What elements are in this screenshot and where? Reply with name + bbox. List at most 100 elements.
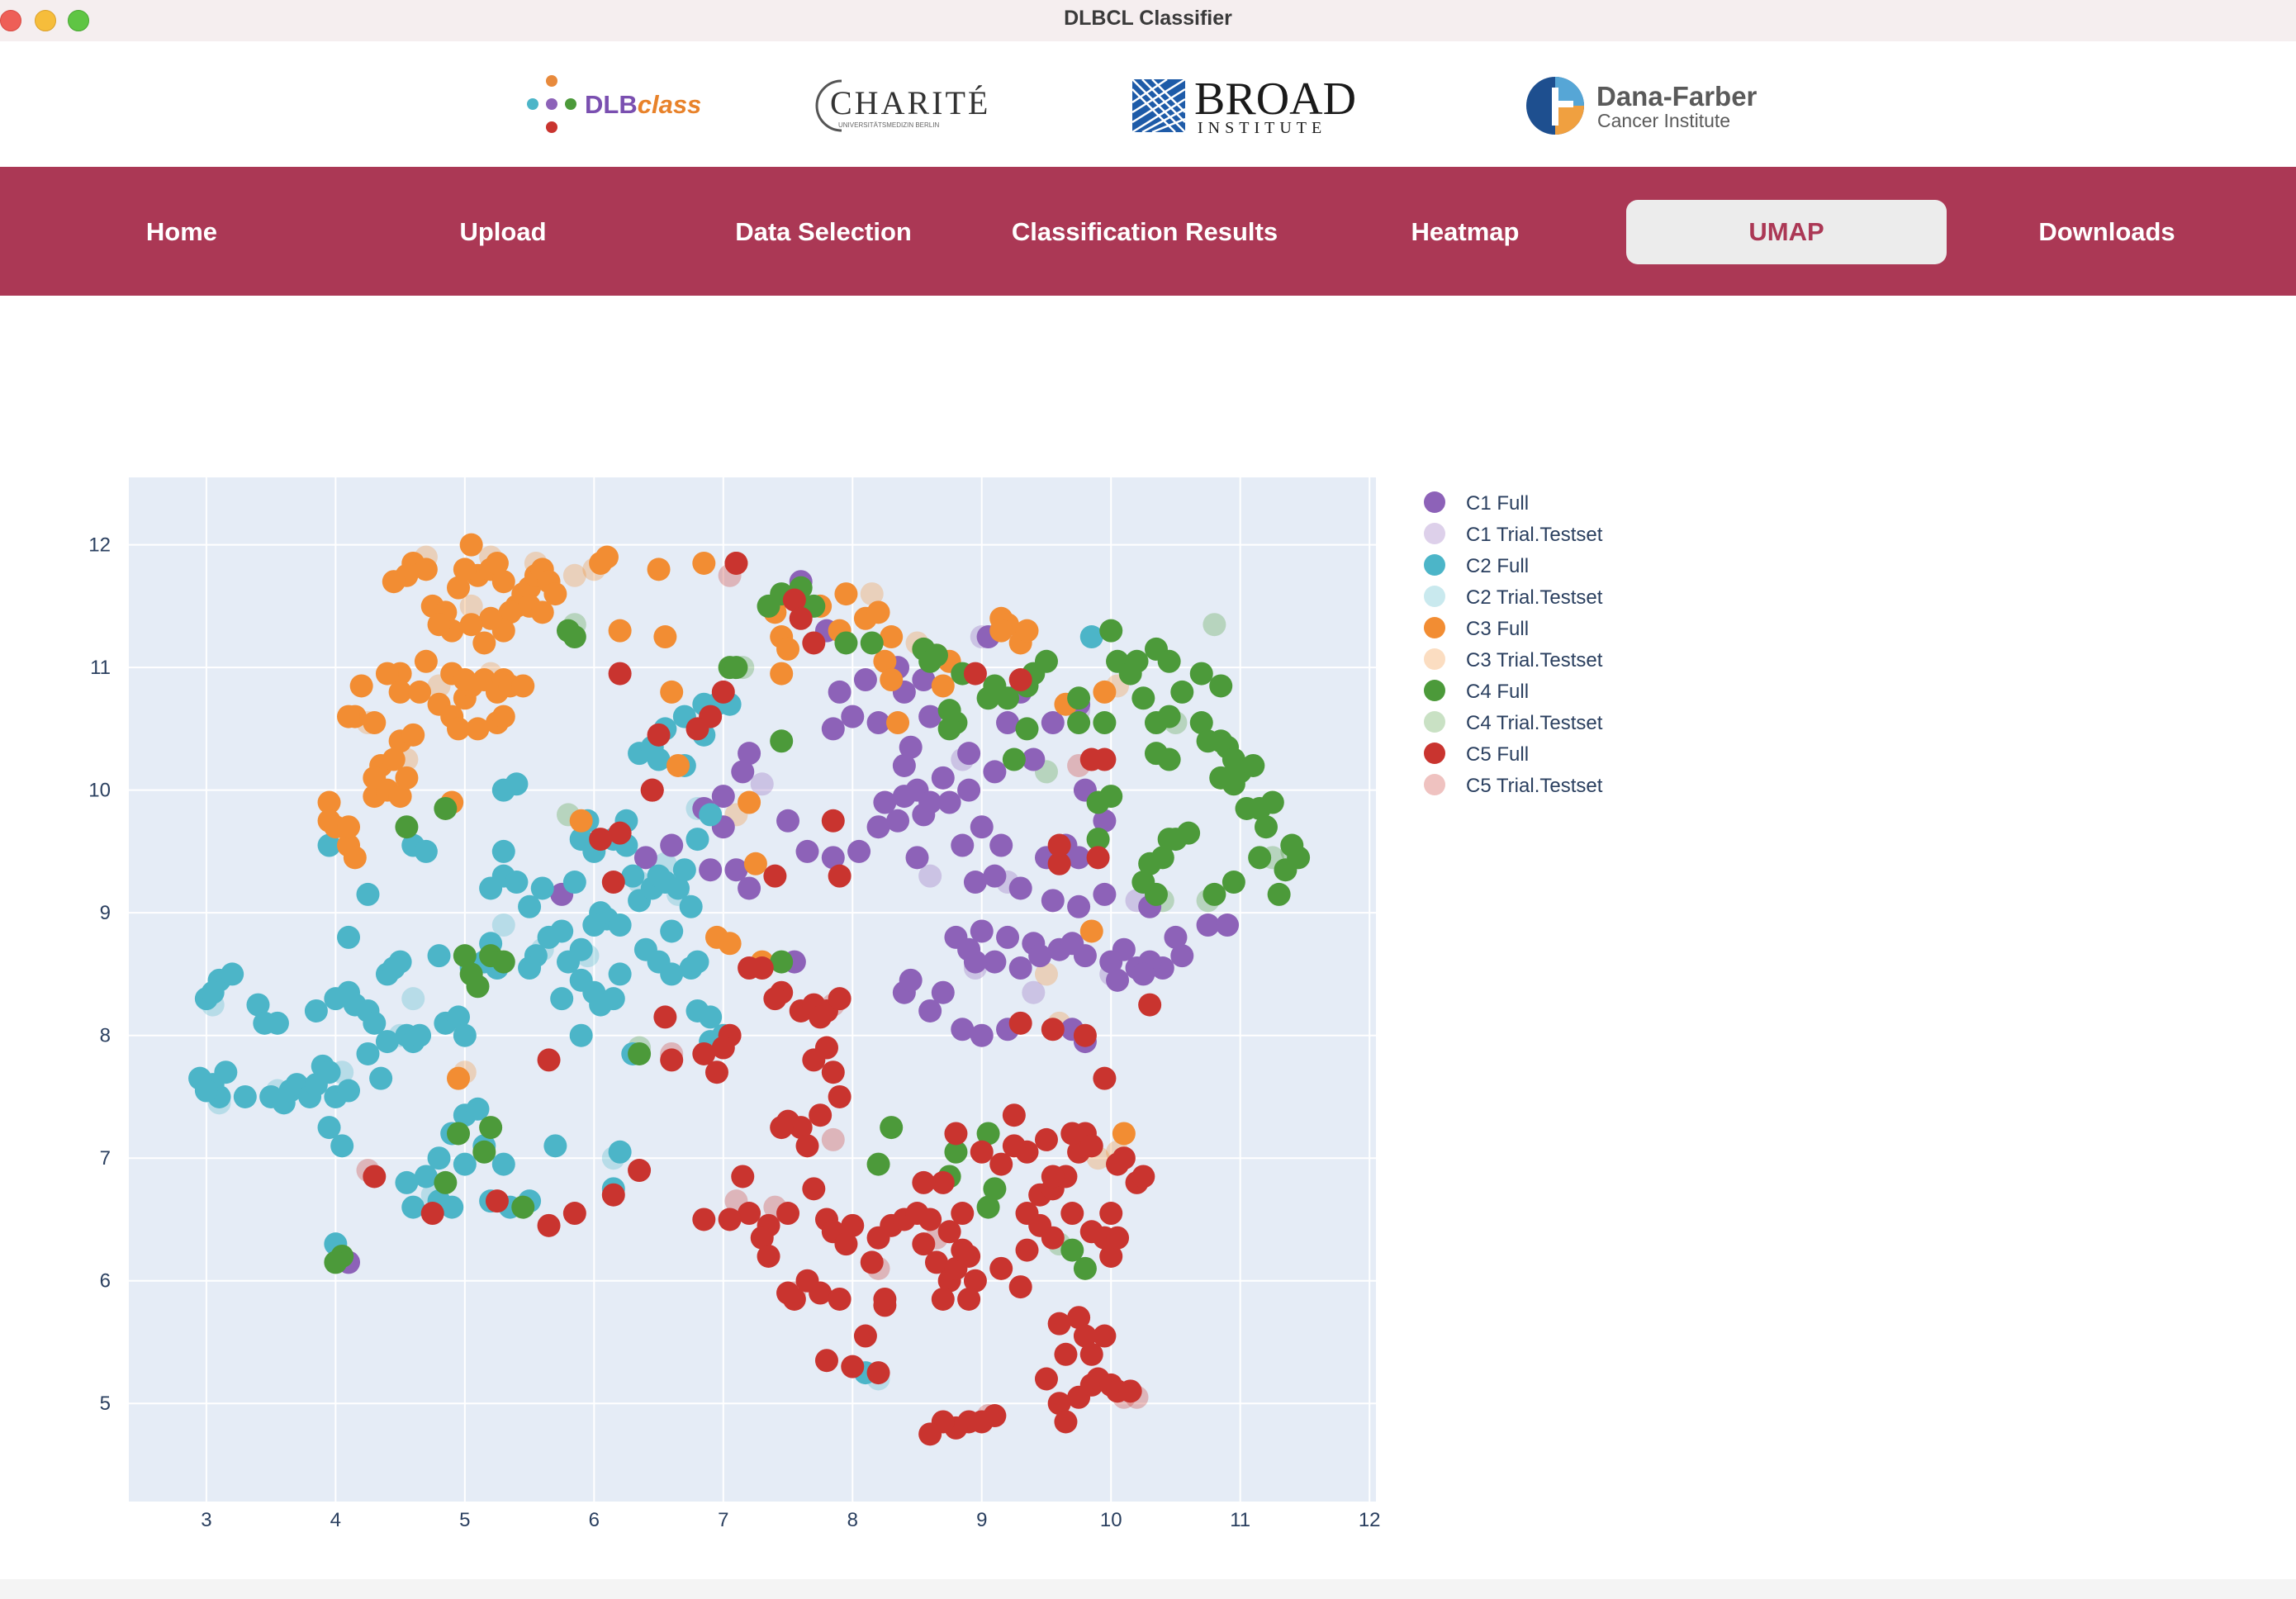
data-point[interactable] [957, 778, 981, 802]
data-point[interactable] [1150, 846, 1174, 870]
data-point[interactable] [356, 882, 380, 906]
data-point[interactable] [931, 1287, 955, 1311]
data-point[interactable] [1067, 711, 1091, 735]
data-point[interactable] [944, 1140, 968, 1164]
data-point[interactable] [834, 582, 858, 606]
data-point[interactable] [1106, 1226, 1130, 1250]
data-point[interactable] [221, 962, 244, 986]
data-point[interactable] [1079, 919, 1103, 943]
data-point[interactable] [1067, 686, 1091, 710]
data-point[interactable] [963, 662, 987, 686]
data-point[interactable] [1002, 747, 1026, 771]
data-point[interactable] [498, 600, 522, 624]
data-point[interactable] [996, 686, 1020, 710]
data-point[interactable] [1060, 1238, 1084, 1262]
data-point[interactable] [912, 1232, 936, 1256]
data-point[interactable] [550, 987, 574, 1011]
data-point[interactable] [724, 656, 748, 680]
data-point[interactable] [330, 1134, 354, 1158]
data-point[interactable] [453, 1152, 477, 1176]
data-point[interactable] [447, 717, 471, 741]
data-point[interactable] [1079, 1134, 1103, 1158]
data-point[interactable] [1216, 913, 1240, 937]
data-point[interactable] [841, 705, 865, 728]
data-point[interactable] [491, 1152, 515, 1176]
data-point[interactable] [809, 1005, 833, 1029]
data-point[interactable] [951, 1238, 975, 1262]
data-point[interactable] [349, 674, 373, 698]
data-point[interactable] [537, 1213, 561, 1237]
data-point[interactable] [738, 742, 761, 766]
data-point[interactable] [667, 753, 690, 777]
data-point[interactable] [814, 1349, 838, 1373]
data-point[interactable] [1131, 871, 1155, 894]
data-point[interactable] [667, 876, 690, 900]
data-point[interactable] [873, 649, 897, 673]
data-point[interactable] [1054, 1342, 1078, 1366]
data-point[interactable] [828, 680, 852, 704]
data-point[interactable] [660, 1048, 684, 1072]
nav-downloads[interactable]: Downloads [2038, 217, 2175, 246]
data-point[interactable] [1034, 649, 1058, 673]
data-point[interactable] [931, 980, 955, 1004]
data-point[interactable] [491, 913, 515, 937]
data-point[interactable] [1196, 913, 1220, 937]
data-point[interactable] [472, 1140, 496, 1164]
data-point[interactable] [1073, 1256, 1097, 1280]
data-point[interactable] [1054, 1410, 1078, 1434]
data-point[interactable] [414, 1165, 438, 1189]
data-point[interactable] [647, 558, 671, 581]
data-point[interactable] [704, 1060, 728, 1084]
data-point[interactable] [1002, 1134, 1026, 1158]
data-point[interactable] [989, 1256, 1013, 1280]
data-point[interactable] [518, 894, 542, 918]
data-point[interactable] [918, 1422, 942, 1446]
data-point[interactable] [647, 747, 671, 771]
data-point[interactable] [679, 894, 703, 918]
data-point[interactable] [866, 1152, 890, 1176]
data-point[interactable] [983, 760, 1007, 784]
data-point[interactable] [951, 1202, 975, 1226]
data-point[interactable] [1015, 1238, 1039, 1262]
data-point[interactable] [892, 753, 916, 777]
data-point[interactable] [491, 778, 515, 802]
data-point[interactable] [1241, 753, 1265, 777]
data-point[interactable] [1222, 871, 1245, 894]
data-point[interactable] [511, 674, 535, 698]
data-point[interactable] [414, 558, 438, 581]
data-point[interactable] [1170, 680, 1194, 704]
data-point[interactable] [685, 828, 709, 852]
data-point[interactable] [866, 600, 890, 624]
data-point[interactable] [1093, 809, 1117, 833]
data-point[interactable] [608, 662, 632, 686]
data-point[interactable] [1067, 1306, 1091, 1330]
nav-classification-results[interactable]: Classification Results [1011, 217, 1278, 246]
data-point[interactable] [265, 1011, 289, 1035]
data-point[interactable] [1079, 1342, 1103, 1366]
data-point[interactable] [1112, 1122, 1136, 1146]
data-point[interactable] [1118, 1379, 1142, 1403]
data-point[interactable] [511, 1195, 535, 1219]
data-point[interactable] [505, 871, 529, 894]
data-point[interactable] [601, 871, 625, 894]
legend-marker[interactable] [1424, 711, 1445, 733]
data-point[interactable] [388, 950, 412, 974]
data-point[interactable] [750, 1226, 774, 1250]
data-point[interactable] [724, 858, 748, 882]
data-point[interactable] [918, 999, 942, 1023]
data-point[interactable] [1248, 846, 1272, 870]
data-point[interactable] [970, 1023, 994, 1047]
data-point[interactable] [731, 1165, 755, 1189]
data-point[interactable] [1060, 1122, 1084, 1146]
data-point[interactable] [1170, 944, 1194, 968]
data-point[interactable] [989, 1152, 1013, 1176]
data-point[interactable] [738, 876, 761, 900]
data-point[interactable] [562, 1202, 586, 1226]
data-point[interactable] [491, 705, 515, 728]
data-point[interactable] [388, 680, 412, 704]
data-point[interactable] [1093, 747, 1117, 771]
data-point[interactable] [685, 717, 709, 741]
data-point[interactable] [647, 723, 671, 747]
data-point[interactable] [459, 613, 483, 637]
data-point[interactable] [1125, 649, 1149, 673]
